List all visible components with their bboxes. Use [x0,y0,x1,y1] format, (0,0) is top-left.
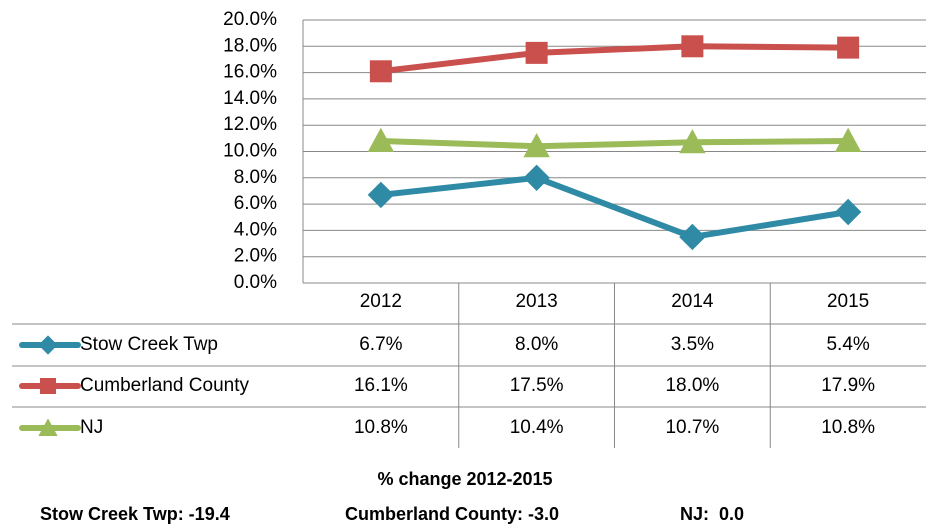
y-tick-label: 4.0% [234,219,277,240]
marker [369,60,392,83]
x-tick-label: 2012 [360,291,402,312]
table-value: 18.0% [665,375,719,396]
marker [834,198,862,226]
marker [679,129,706,154]
marker [367,181,395,209]
y-tick-label: 10.0% [223,141,277,162]
y-tick-label: 14.0% [223,88,277,109]
x-tick-label: 2013 [515,291,557,312]
x-tick-label: 2015 [827,291,869,312]
marker [523,133,550,158]
y-tick-label: 12.0% [223,114,277,135]
annotation: Cumberland County: -3.0 [345,504,559,524]
y-tick-label: 6.0% [234,193,277,214]
marker [525,41,548,64]
table-value: 6.7% [359,334,402,355]
marker [38,418,58,436]
annotation: NJ: 0.0 [680,504,744,524]
annotation: Stow Creek Twp: -19.4 [40,504,230,524]
table-value: 3.5% [671,334,714,355]
y-tick-label: 16.0% [223,62,277,83]
marker [38,335,58,355]
y-tick-label: 18.0% [223,35,277,56]
marker [40,378,56,394]
series-line [380,137,849,150]
y-tick-label: 0.0% [234,272,277,293]
marker [837,36,860,59]
table-value: 10.4% [510,417,564,438]
y-tick-label: 8.0% [234,167,277,188]
table-value: 10.8% [354,417,408,438]
y-tick-label: 20.0% [223,9,277,30]
legend-label: Cumberland County [80,375,249,396]
marker [834,127,862,152]
annotation-title: % change 2012-2015 [377,469,552,489]
legend-label: NJ [80,417,103,438]
y-tick-label: 2.0% [234,246,277,267]
x-tick-label: 2014 [671,291,714,312]
legend-label: Stow Creek Twp [80,334,218,355]
table-value: 8.0% [515,334,558,355]
series-line [380,43,849,75]
marker [523,164,550,191]
marker [367,127,395,152]
table-value: 17.9% [821,375,875,396]
table-value: 16.1% [354,375,408,396]
table-value: 10.7% [665,417,719,438]
table-value: 5.4% [826,334,869,355]
table-value: 17.5% [510,375,564,396]
marker [681,35,704,58]
marker [679,223,706,251]
series-line [380,174,849,240]
table-value: 10.8% [821,417,875,438]
